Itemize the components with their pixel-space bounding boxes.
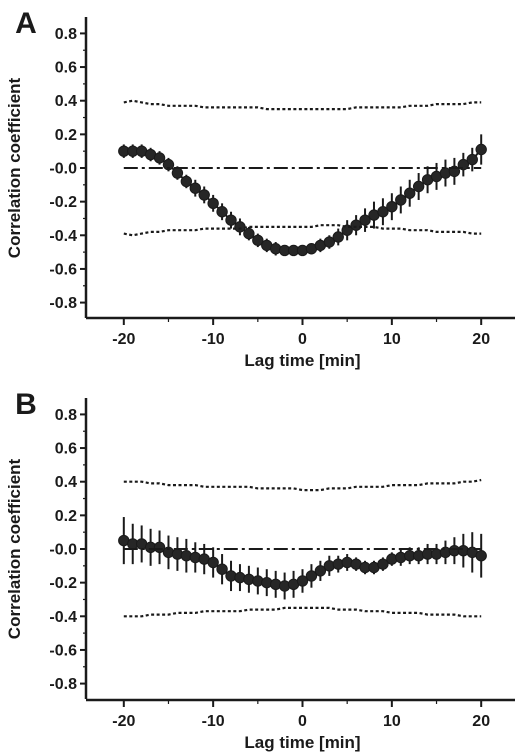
y-tick-label: 0.8 bbox=[55, 26, 77, 43]
data-point bbox=[153, 152, 166, 164]
y-tick-label: 0.6 bbox=[55, 441, 77, 458]
data-point bbox=[171, 167, 184, 179]
x-tick-label: 10 bbox=[383, 331, 401, 348]
data-point bbox=[234, 221, 246, 233]
y-tick-label: 0.2 bbox=[55, 127, 77, 144]
y-tick-label: -0.0 bbox=[49, 542, 77, 559]
y-tick-label: -0.8 bbox=[49, 295, 77, 312]
y-tick-label: -0.0 bbox=[49, 161, 77, 178]
y-tick-label: 0.4 bbox=[55, 474, 77, 491]
data-point bbox=[377, 206, 389, 218]
y-axis-label: Correlation coefficient bbox=[5, 458, 24, 639]
data-point bbox=[359, 214, 371, 226]
data-point bbox=[377, 558, 389, 570]
x-axis-label: Lag time [min] bbox=[244, 733, 360, 752]
data-point bbox=[296, 575, 309, 587]
data-point bbox=[412, 180, 425, 193]
data-point bbox=[305, 570, 318, 582]
y-tick-label: 0.4 bbox=[55, 93, 77, 110]
y-tick-label: -0.8 bbox=[49, 676, 77, 693]
data-line bbox=[123, 148, 482, 252]
data-point bbox=[216, 206, 228, 218]
y-tick-label: -0.2 bbox=[49, 575, 77, 592]
x-axis-label: Lag time [min] bbox=[244, 351, 360, 370]
data-point bbox=[180, 175, 193, 188]
y-tick-label: -0.4 bbox=[49, 609, 77, 626]
data-point bbox=[207, 556, 219, 569]
x-tick-label: 10 bbox=[383, 713, 401, 730]
data-point bbox=[189, 182, 201, 194]
panel-label: A bbox=[15, 7, 37, 40]
significance-band-lower-band bbox=[123, 606, 482, 618]
y-tick-label: -0.2 bbox=[49, 194, 77, 211]
y-axis-label: Correlation coefficient bbox=[5, 77, 24, 258]
data-point bbox=[314, 565, 327, 577]
significance-band-upper-band bbox=[123, 99, 482, 111]
significance-band-lower-band bbox=[123, 224, 482, 237]
y-tick-label: -0.6 bbox=[49, 261, 77, 278]
data-point bbox=[198, 189, 210, 201]
data-point bbox=[395, 194, 407, 206]
x-tick-label: -10 bbox=[202, 713, 225, 730]
data-point bbox=[404, 187, 416, 199]
y-tick-label: 0.8 bbox=[55, 407, 77, 424]
chart-panel-b: B 0.8 0.6 0.4 0.2 -0.0 -0.2 -0.4 -0.6 -0.8 -20 -10 0… bbox=[5, 388, 515, 752]
y-tick-label: 0.6 bbox=[55, 60, 77, 77]
x-tick-label: 0 bbox=[298, 331, 307, 348]
x-tick-label: -20 bbox=[112, 331, 135, 348]
x-tick-label: -20 bbox=[112, 713, 135, 730]
panel-label: B bbox=[15, 388, 37, 421]
x-tick-label: 20 bbox=[472, 713, 490, 730]
x-tick-label: -10 bbox=[202, 331, 225, 348]
y-tick-label: -0.4 bbox=[49, 228, 77, 245]
data-point bbox=[332, 231, 344, 243]
data-point bbox=[252, 234, 264, 247]
x-tick-label: 20 bbox=[472, 331, 490, 348]
data-point bbox=[162, 158, 175, 171]
chart-panel-a: A 0.8 0.6 0.4 0.2 -0.0 -0.2 -0.4 -0.6 -0.8 -20 -10 0… bbox=[5, 7, 515, 370]
data-point bbox=[323, 236, 336, 248]
data-point bbox=[475, 143, 487, 156]
data-point bbox=[216, 563, 228, 575]
x-tick-label: 0 bbox=[298, 713, 307, 730]
data-point bbox=[475, 550, 487, 562]
data-point bbox=[207, 197, 219, 210]
significance-band-upper-band bbox=[123, 478, 482, 492]
data-point bbox=[225, 214, 237, 226]
y-tick-label: -0.6 bbox=[49, 642, 77, 659]
data-point bbox=[350, 219, 362, 231]
data-point bbox=[243, 227, 255, 240]
y-tick-label: 0.2 bbox=[55, 508, 77, 525]
data-series bbox=[118, 517, 487, 600]
data-series bbox=[118, 134, 487, 257]
data-point bbox=[386, 200, 398, 213]
data-point bbox=[466, 153, 478, 166]
